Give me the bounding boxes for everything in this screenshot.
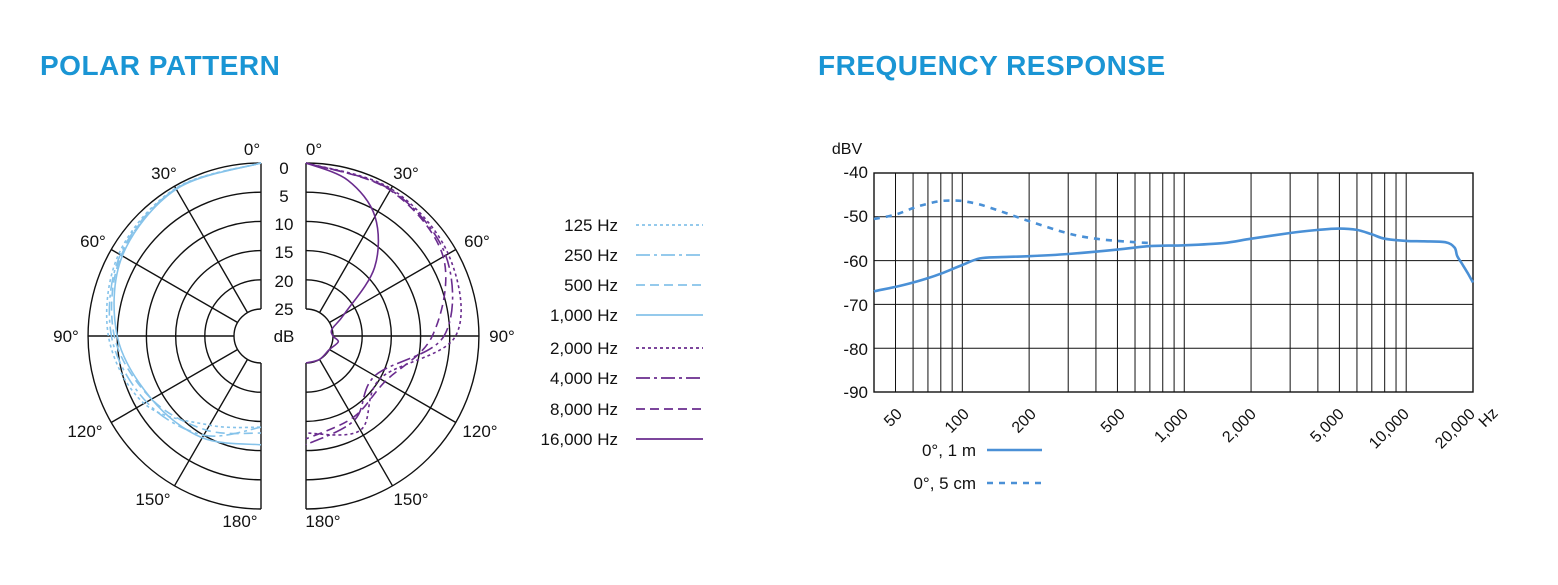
frequency-x-tick: 500	[1098, 406, 1129, 437]
frequency-x-tick: 2,000	[1219, 406, 1259, 446]
polar-right-label-60: 60°	[464, 232, 490, 251]
polar-series-line	[305, 162, 380, 364]
polar-spoke	[329, 248, 457, 324]
polar-left-half	[87, 162, 262, 510]
frequency-x-tick: 1,000	[1151, 406, 1191, 446]
polar-legend-label: 250 Hz	[564, 246, 618, 265]
polar-series-line	[305, 162, 454, 446]
frequency-y-tick: -40	[843, 163, 868, 182]
polar-right-label-0: 0°	[306, 140, 322, 159]
polar-left-label-30: 30°	[151, 164, 177, 183]
polar-left-label-180: 180°	[222, 512, 257, 531]
polar-left-label-150: 150°	[135, 490, 170, 509]
polar-right-label-90: 90°	[489, 327, 515, 346]
polar-right-label-180: 180°	[305, 512, 340, 531]
frequency-x-tick: 10,000	[1366, 406, 1413, 453]
polar-ring	[305, 308, 334, 364]
polar-right-label-120: 120°	[462, 422, 497, 441]
polar-legend-label: 1,000 Hz	[550, 306, 618, 325]
polar-db-tick-15: 15	[275, 243, 294, 262]
frequency-y-tick: -90	[843, 383, 868, 402]
frequency-series-line	[873, 199, 1151, 245]
polar-db-tick-25: 25	[275, 300, 294, 319]
polar-db-unit: dB	[274, 327, 295, 346]
frequency-y-tick: -60	[843, 252, 868, 271]
polar-spoke	[173, 359, 249, 487]
frequency-y-unit: dBV	[832, 141, 863, 158]
polar-left-label-90: 90°	[53, 327, 79, 346]
frequency-x-tick: 100	[942, 406, 973, 437]
polar-right-label-30: 30°	[393, 164, 419, 183]
frequency-legend-label: 0°, 5 cm	[913, 474, 976, 493]
frequency-x-tick: 50	[881, 406, 906, 431]
frequency-series-line	[873, 227, 1475, 293]
frequency-x-unit: Hz	[1476, 405, 1502, 431]
polar-series-line	[108, 162, 262, 437]
polar-db-tick-20: 20	[275, 272, 294, 291]
frequency-legend-label: 0°, 1 m	[922, 441, 976, 460]
frequency-y-tick: -70	[843, 296, 868, 315]
polar-db-tick-10: 10	[275, 215, 294, 234]
polar-spoke	[318, 359, 394, 487]
frequency-grid	[873, 172, 1474, 393]
frequency-x-tick: 200	[1009, 406, 1040, 437]
polar-left-label-120: 120°	[67, 422, 102, 441]
polar-series-line	[305, 162, 447, 440]
polar-legend-label: 16,000 Hz	[541, 430, 619, 449]
frequency-legend: 0°, 1 m 0°, 5 cm	[913, 441, 1042, 493]
polar-spoke	[318, 185, 394, 313]
frequency-x-tick: 5,000	[1307, 406, 1347, 446]
polar-right-half	[305, 162, 480, 510]
polar-series-line	[105, 162, 262, 429]
frequency-response-title: FREQUENCY RESPONSE	[818, 50, 1166, 81]
polar-spoke	[173, 185, 249, 313]
polar-ring	[233, 308, 262, 364]
polar-spoke	[110, 248, 238, 324]
polar-db-tick-0: 0	[279, 159, 288, 178]
polar-right-label-150: 150°	[393, 490, 428, 509]
polar-pattern-title: POLAR PATTERN	[40, 50, 281, 81]
polar-legend-label: 4,000 Hz	[550, 369, 618, 388]
frequency-x-tick: 20,000	[1432, 406, 1479, 453]
polar-legend-label: 500 Hz	[564, 276, 618, 295]
polar-left-label-60: 60°	[80, 232, 106, 251]
frequency-y-tick: -50	[843, 207, 868, 226]
polar-legend-label: 125 Hz	[564, 216, 618, 235]
polar-db-tick-5: 5	[279, 187, 288, 206]
polar-series-line	[113, 162, 262, 446]
frequency-series	[873, 199, 1475, 293]
polar-legend-label: 2,000 Hz	[550, 339, 618, 358]
polar-spoke	[110, 348, 238, 424]
polar-legend: 125 Hz 250 Hz 500 Hz 1,000 Hz 2,000 Hz 4…	[541, 216, 703, 449]
polar-spoke	[329, 348, 457, 424]
frequency-frame	[873, 172, 1474, 393]
polar-legend-label: 8,000 Hz	[550, 400, 618, 419]
polar-series-line	[305, 162, 462, 436]
frequency-y-tick: -80	[843, 340, 868, 359]
polar-left-label-0: 0°	[244, 140, 260, 159]
